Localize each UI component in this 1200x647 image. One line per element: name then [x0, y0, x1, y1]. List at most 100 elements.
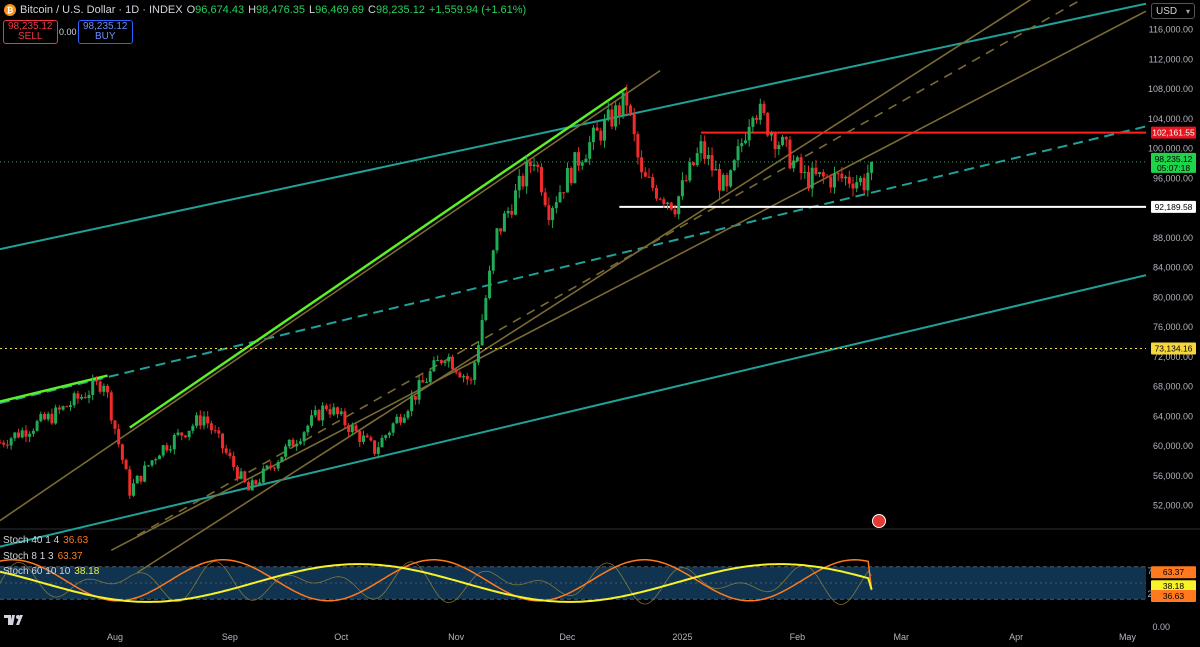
- candle[interactable]: [543, 192, 547, 206]
- candle[interactable]: [603, 119, 607, 141]
- candle[interactable]: [465, 376, 469, 380]
- candle[interactable]: [373, 440, 377, 454]
- candle[interactable]: [480, 320, 484, 346]
- candle[interactable]: [310, 415, 314, 426]
- candle[interactable]: [91, 380, 95, 395]
- candle[interactable]: [562, 192, 566, 194]
- candle[interactable]: [232, 456, 236, 467]
- candle[interactable]: [165, 445, 169, 451]
- candle[interactable]: [569, 168, 573, 184]
- candle[interactable]: [714, 169, 718, 171]
- candle[interactable]: [673, 209, 677, 215]
- candle[interactable]: [31, 430, 35, 434]
- candle[interactable]: [684, 180, 688, 182]
- trendline[interactable]: [0, 374, 108, 403]
- candle[interactable]: [128, 469, 132, 496]
- candle[interactable]: [425, 382, 429, 384]
- candle[interactable]: [328, 409, 332, 415]
- candle[interactable]: [387, 432, 391, 436]
- candle[interactable]: [343, 411, 347, 426]
- candle[interactable]: [428, 371, 432, 383]
- candle[interactable]: [769, 133, 773, 136]
- candle[interactable]: [829, 176, 833, 188]
- candle[interactable]: [532, 164, 536, 167]
- candle[interactable]: [862, 177, 866, 191]
- trendline[interactable]: [0, 69, 661, 522]
- candle[interactable]: [139, 475, 143, 482]
- candle[interactable]: [391, 423, 395, 433]
- candle[interactable]: [795, 157, 799, 161]
- candle[interactable]: [295, 443, 299, 447]
- candle[interactable]: [239, 471, 243, 479]
- candle[interactable]: [710, 155, 714, 171]
- candle[interactable]: [191, 425, 195, 431]
- candle[interactable]: [469, 379, 473, 381]
- candle[interactable]: [421, 380, 425, 383]
- candle[interactable]: [450, 356, 454, 370]
- candle[interactable]: [402, 417, 406, 423]
- candle[interactable]: [640, 157, 644, 173]
- candle[interactable]: [347, 425, 351, 433]
- candle[interactable]: [254, 480, 258, 485]
- candle[interactable]: [269, 465, 273, 468]
- candle[interactable]: [87, 394, 91, 399]
- candle[interactable]: [551, 208, 555, 221]
- candle[interactable]: [217, 430, 221, 434]
- candle[interactable]: [558, 192, 562, 203]
- candle[interactable]: [591, 127, 595, 143]
- candle[interactable]: [361, 435, 365, 442]
- candle[interactable]: [65, 406, 69, 408]
- candle[interactable]: [654, 187, 658, 199]
- candle[interactable]: [625, 92, 629, 106]
- candle[interactable]: [462, 376, 466, 378]
- candle[interactable]: [17, 432, 21, 438]
- candle[interactable]: [521, 175, 525, 187]
- candle[interactable]: [258, 482, 262, 485]
- candle[interactable]: [287, 439, 291, 447]
- candle[interactable]: [350, 425, 354, 433]
- candle[interactable]: [395, 416, 399, 424]
- candle[interactable]: [2, 442, 6, 445]
- candle[interactable]: [851, 183, 855, 189]
- candle[interactable]: [628, 105, 632, 113]
- candle[interactable]: [358, 430, 362, 442]
- candle[interactable]: [94, 380, 98, 382]
- stoch-legend-1[interactable]: Stoch 40 1 4 36.63: [3, 535, 88, 546]
- candle[interactable]: [858, 177, 862, 183]
- candle[interactable]: [50, 413, 54, 424]
- candle[interactable]: [35, 421, 39, 431]
- candle[interactable]: [565, 168, 569, 193]
- candle[interactable]: [666, 202, 670, 204]
- candle[interactable]: [599, 130, 603, 141]
- candle[interactable]: [432, 360, 436, 372]
- candle[interactable]: [61, 406, 65, 410]
- candle[interactable]: [161, 445, 165, 456]
- candle[interactable]: [243, 471, 247, 483]
- candle[interactable]: [135, 475, 139, 484]
- candle[interactable]: [692, 162, 696, 166]
- candle[interactable]: [688, 162, 692, 181]
- candle[interactable]: [499, 228, 503, 232]
- candle[interactable]: [855, 182, 859, 189]
- candle[interactable]: [669, 202, 673, 210]
- candle[interactable]: [83, 396, 87, 399]
- candle[interactable]: [324, 405, 328, 410]
- candle[interactable]: [836, 173, 840, 175]
- candle[interactable]: [109, 392, 113, 421]
- candle[interactable]: [554, 202, 558, 209]
- candle[interactable]: [743, 140, 747, 144]
- candle[interactable]: [732, 160, 736, 171]
- candle[interactable]: [213, 430, 217, 432]
- trendline[interactable]: [0, 125, 1147, 405]
- candle[interactable]: [758, 103, 762, 120]
- candle[interactable]: [695, 153, 699, 166]
- candle[interactable]: [280, 456, 284, 463]
- candle[interactable]: [799, 157, 803, 173]
- candle[interactable]: [766, 112, 770, 136]
- candle[interactable]: [617, 105, 621, 116]
- candle[interactable]: [98, 381, 102, 392]
- candle[interactable]: [525, 161, 529, 187]
- candle[interactable]: [198, 415, 202, 426]
- candle[interactable]: [417, 380, 421, 400]
- candle[interactable]: [146, 465, 150, 467]
